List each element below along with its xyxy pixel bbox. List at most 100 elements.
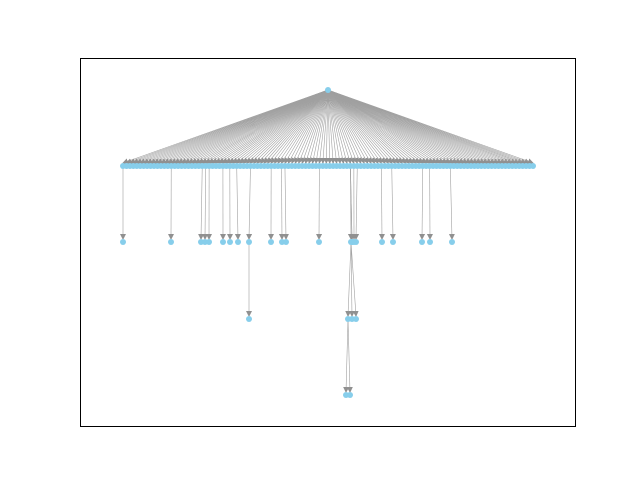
level2-node [246,239,252,245]
edge-root-to-level1 [327,89,403,164]
edge-root-to-level1 [327,89,434,164]
level2-node [316,239,322,245]
edge-root-to-level1 [327,89,372,164]
edge-root-to-level1 [327,89,379,164]
level2-node [351,239,357,245]
edge-root-to-level1 [327,89,352,164]
edge-root-to-level1 [280,89,329,164]
edge-root-to-level1 [256,89,329,164]
edge-root-to-level1 [327,89,441,164]
edge-root-to-level1 [327,89,445,164]
edge-root-to-level1 [253,89,329,164]
level2-node [227,239,233,245]
edge-root-to-level1 [229,89,329,164]
edge-root-to-level1 [327,89,355,164]
edge-root-to-level1 [242,89,329,164]
edge-root-to-level1 [211,89,329,164]
edge-level1-to-level2 [419,165,426,240]
edge-root-to-level1 [327,89,389,164]
edge-root-to-level1 [327,89,427,164]
edge-root-to-level1 [327,89,407,164]
edge-level3-to-level4 [346,318,353,393]
edge-layer [120,89,534,393]
edge-root-to-level1 [327,89,362,164]
level2-node [268,239,274,245]
edge-root-to-level1 [222,89,329,164]
level2-node [419,239,425,245]
edge-level1-to-level2 [202,165,209,240]
edge-root-to-level1 [327,89,417,164]
level2-node [168,239,174,245]
edge-level1-to-level2 [198,165,205,240]
edge-level1-to-level2 [234,165,241,240]
edge-level1-to-level2 [448,165,455,240]
edge-root-to-level1 [327,89,359,164]
edge-root-to-level1 [225,89,329,164]
edge-root-to-level1 [215,89,329,164]
edge-root-to-level1 [316,89,329,164]
edge-root-to-level1 [284,89,329,164]
edge-root-to-level1 [327,89,386,164]
edge-root-to-level1 [327,89,534,165]
edge-root-to-level1 [260,89,329,164]
edge-root-to-level1 [232,89,329,164]
edge-level1-to-level2 [246,165,253,240]
edge-root-to-level1 [327,89,438,164]
edge-root-to-level1 [327,89,349,164]
edge-level1-to-level2 [353,165,360,240]
edge-root-to-level1 [218,89,329,164]
edge-root-to-level1 [327,89,340,164]
level2-node [427,239,433,245]
edge-root-to-level1 [327,89,336,164]
edge-root-to-level1 [327,89,400,164]
edge-root-to-level1 [208,89,329,164]
edge-root-to-level1 [327,89,421,164]
edge-root-to-level1 [327,89,414,164]
level2-node [120,239,126,245]
level3-node [353,316,359,322]
level2-node [390,239,396,245]
edge-root-to-level1 [294,89,329,164]
edge-root-to-level1 [310,89,329,164]
level2-node [283,239,289,245]
edge-root-to-level1 [291,89,329,164]
edge-root-to-level1 [327,89,346,164]
edge-root-to-level1 [235,89,329,164]
edge-root-to-level1 [327,89,396,164]
edge-level1-to-level2 [347,165,354,240]
plot-frame [80,58,576,427]
level2-node [379,239,385,245]
level4-node [347,392,353,398]
edge-root-to-level1 [327,89,431,164]
edge-root-to-level1 [204,89,329,164]
level2-node [449,239,455,245]
edge-root-to-level1 [239,89,329,164]
edge-root-to-level1 [320,89,329,164]
edge-root-to-level1 [304,89,329,164]
edge-root-to-level1 [249,89,329,164]
edge-level2-to-level3 [350,241,359,317]
edge-root-to-level1 [277,89,329,164]
edge-root-to-level1 [323,89,330,164]
edge-root-to-level1 [246,89,329,164]
edge-level2-to-level3 [348,241,355,317]
edge-root-to-level1 [327,89,424,164]
level2-node [206,239,212,245]
edge-root-to-level1 [287,89,329,164]
edge-root-to-level1 [313,89,329,164]
edge-level3-to-level4 [343,318,350,393]
edge-root-to-level1 [327,89,343,164]
edge-root-to-level1 [307,89,329,164]
edge-level1-to-level2 [282,165,289,240]
level1-node [530,163,536,169]
edge-root-to-level1 [327,89,393,164]
edge-level1-to-level2 [378,165,385,240]
edge-root-to-level1 [327,89,376,164]
root-node [325,87,331,93]
edge-root-to-level1 [270,89,329,164]
level2-node [235,239,241,245]
edge-level1-to-level2 [278,165,285,240]
edge-root-to-level1 [263,89,329,164]
